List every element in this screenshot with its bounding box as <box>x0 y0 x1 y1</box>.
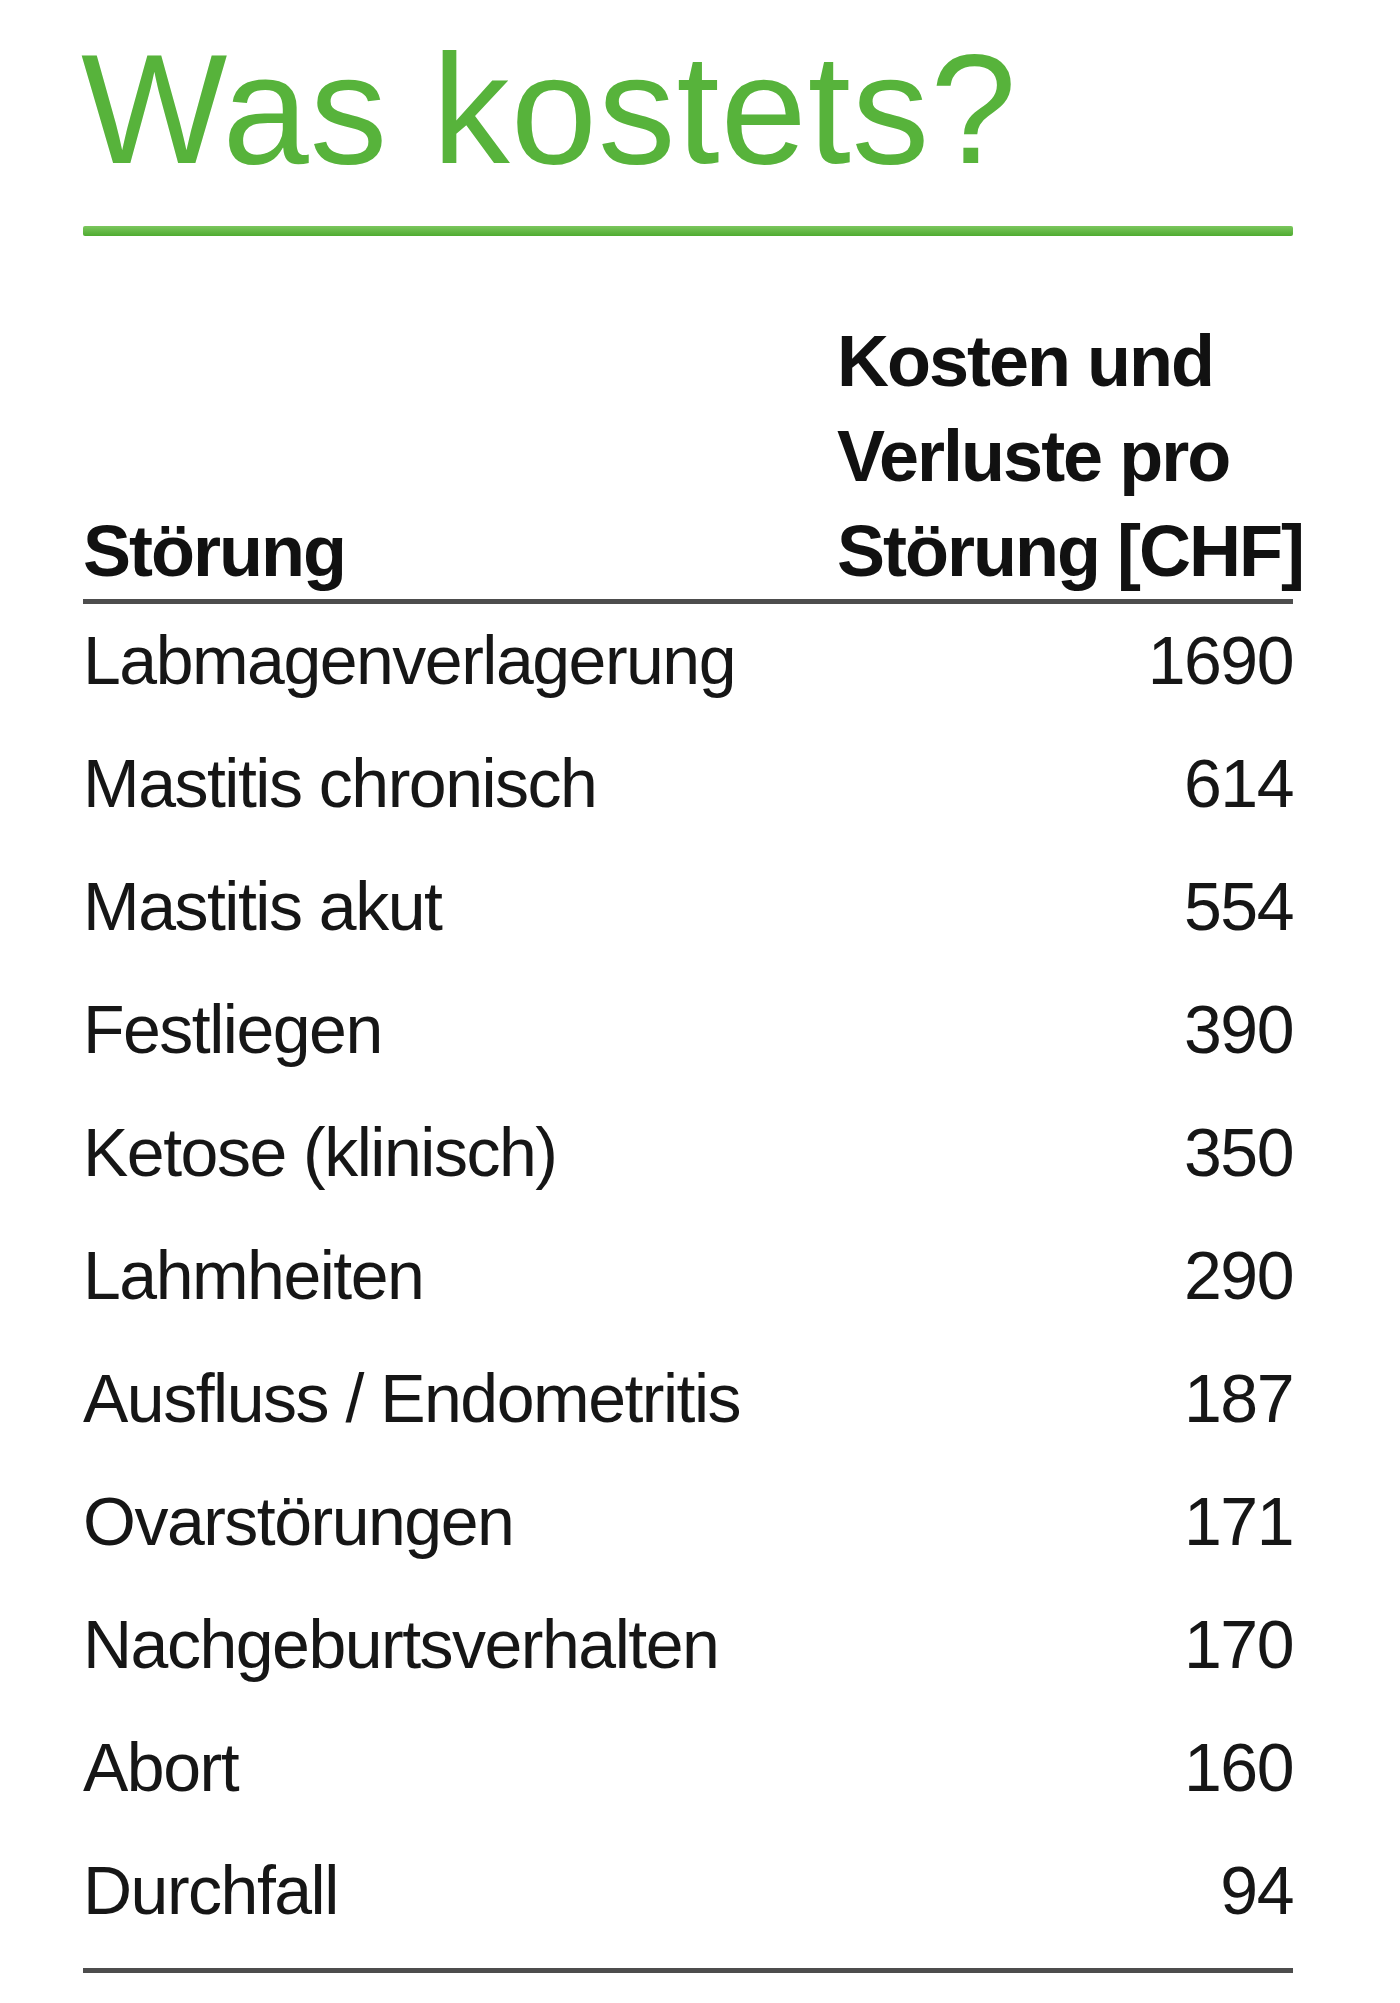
cost-value: 171 <box>1184 1482 1293 1560</box>
table-row: Lahmheiten 290 <box>83 1213 1293 1336</box>
cost-value: 170 <box>1184 1605 1293 1683</box>
table-row: Labmagenverlagerung 1690 <box>83 598 1293 721</box>
table-header: Störung Kosten und Verluste pro Störung … <box>83 300 1293 604</box>
document-page: Was kostets? Störung Kosten und Verluste… <box>0 0 1400 2003</box>
column-header-cost-line-1: Kosten und <box>837 314 1293 409</box>
cost-value: 350 <box>1184 1113 1293 1191</box>
table-row: Ketose (klinisch) 350 <box>83 1090 1293 1213</box>
table-row: Mastitis akut 554 <box>83 844 1293 967</box>
table-row: Durchfall 94 <box>83 1828 1293 1951</box>
disorder-label: Ovarstörungen <box>83 1482 513 1560</box>
disorder-label: Ausfluss / Endometritis <box>83 1359 740 1437</box>
column-header-cost-line-2: Verluste pro <box>837 409 1293 504</box>
table-row: Ovarstörungen 171 <box>83 1459 1293 1582</box>
cost-value: 614 <box>1184 744 1293 822</box>
page-title: Was kostets? <box>81 32 1018 187</box>
column-header-cost-line-3: Störung [CHF] <box>837 504 1293 599</box>
table-row: Abort 160 <box>83 1705 1293 1828</box>
table-row: Festliegen 390 <box>83 967 1293 1090</box>
disorder-label: Durchfall <box>83 1851 338 1929</box>
disorder-label: Mastitis akut <box>83 867 441 945</box>
disorder-label: Ketose (klinisch) <box>83 1113 556 1191</box>
table-row: Mastitis chronisch 614 <box>83 721 1293 844</box>
cost-value: 160 <box>1184 1728 1293 1806</box>
cost-table: Störung Kosten und Verluste pro Störung … <box>83 300 1293 1973</box>
disorder-label: Lahmheiten <box>83 1236 423 1314</box>
cost-value: 390 <box>1184 990 1293 1068</box>
cost-value: 187 <box>1184 1359 1293 1437</box>
disorder-label: Labmagenverlagerung <box>83 621 735 699</box>
cost-value: 1690 <box>1148 621 1293 699</box>
column-header-cost: Kosten und Verluste pro Störung [CHF] <box>837 314 1293 599</box>
cost-value: 290 <box>1184 1236 1293 1314</box>
table-row: Nachgeburtsverhalten 170 <box>83 1582 1293 1705</box>
disorder-label: Mastitis chronisch <box>83 744 596 822</box>
table-rows: Labmagenverlagerung 1690 Mastitis chroni… <box>83 598 1293 1973</box>
table-row: Ausfluss / Endometritis 187 <box>83 1336 1293 1459</box>
disorder-label: Abort <box>83 1728 238 1806</box>
column-header-disorder: Störung <box>83 504 345 599</box>
cost-value: 554 <box>1184 867 1293 945</box>
disorder-label: Nachgeburtsverhalten <box>83 1605 718 1683</box>
title-underline-rule <box>83 226 1293 236</box>
disorder-label: Festliegen <box>83 990 382 1068</box>
cost-value: 94 <box>1220 1851 1293 1929</box>
